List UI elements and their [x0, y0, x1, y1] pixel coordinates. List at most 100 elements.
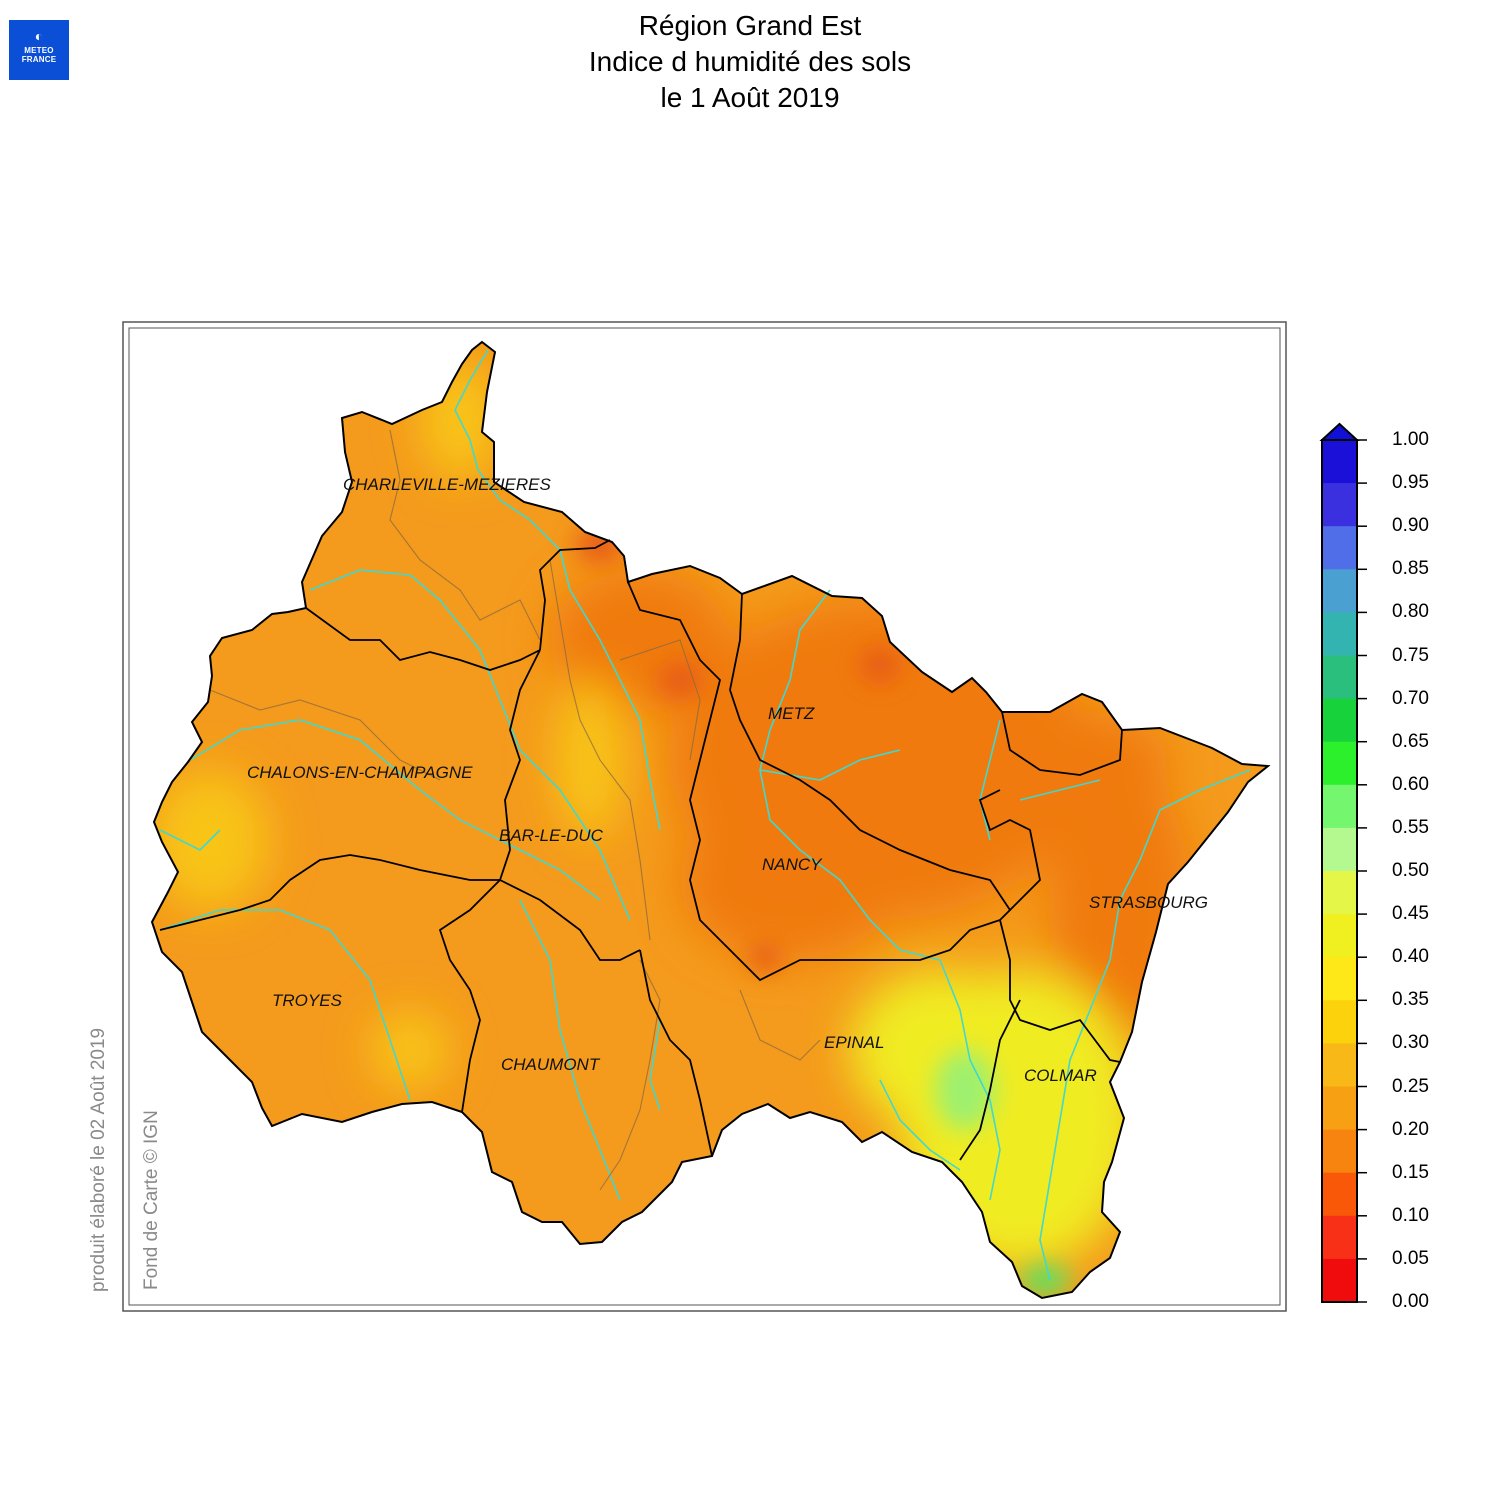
legend-color-swatch: [1322, 1129, 1357, 1174]
meteo-france-logo: ◐ METEO FRANCE: [9, 20, 69, 80]
legend-tick-label: 0.15: [1392, 1161, 1429, 1183]
legend-tick-label: 0.85: [1392, 558, 1429, 580]
legend-color-swatch: [1322, 526, 1357, 570]
border-marne-aube: [159, 854, 500, 931]
city-label: CHAUMONT: [501, 1055, 601, 1074]
city-label: NANCY: [762, 855, 823, 874]
river-aube: [519, 899, 621, 1201]
field-driest-spot: [860, 647, 900, 683]
sub-basin-line: [599, 959, 661, 1191]
city-label: CHALONS-EN-CHAMPAGNE: [247, 763, 473, 782]
map-title: Région Grand Est Indice d humidité des s…: [0, 8, 1500, 116]
city-labels: CHARLEVILLE-MEZIERES METZ CHALONS-EN-CHA…: [247, 475, 1208, 1085]
field-moist-zone: [370, 1010, 450, 1090]
legend-color-swatch: [1322, 1043, 1357, 1087]
city-label: METZ: [768, 704, 815, 723]
border-ardennes-meuse: [539, 539, 611, 651]
legend-color-swatch: [1322, 483, 1357, 527]
title-line-1: Région Grand Est: [638, 10, 862, 41]
legend-color-swatch: [1322, 655, 1357, 700]
sub-basin-line: [389, 429, 541, 641]
title-line-3: le 1 Août 2019: [660, 82, 840, 113]
border-basrhin-hautrhin: [999, 919, 1121, 1063]
border-ardennes-marne: [305, 607, 541, 671]
legend-color-swatch: [1322, 784, 1357, 829]
legend-tick-label: 0.65: [1392, 730, 1429, 752]
legend-tick-label: 0.50: [1392, 860, 1429, 881]
legend-color-swatch: [1322, 1172, 1357, 1217]
river-aisne: [309, 569, 631, 921]
logo-word-2: FRANCE: [21, 55, 57, 64]
legend-over-arrow: [1319, 422, 1360, 441]
field-dry-zone: [950, 710, 1170, 810]
legend-color-swatch: [1322, 1258, 1357, 1303]
legend-tick-label: 0.60: [1392, 773, 1429, 795]
legend-color-swatch: [1322, 914, 1357, 958]
river-tributary: [649, 1019, 661, 1111]
legend-tick-label: 0.80: [1392, 601, 1429, 623]
sub-basin-line: [739, 989, 821, 1061]
river-tributary: [159, 829, 221, 851]
legend-tick-label: 0.00: [1392, 1291, 1429, 1312]
field-moist-zone: [555, 680, 625, 840]
field-wettest-spot: [935, 1050, 995, 1130]
department-borders: [159, 539, 1123, 1161]
legend-color-swatch: [1322, 871, 1357, 915]
sub-basin-line: [549, 559, 651, 941]
river-meuse: [454, 349, 661, 831]
river-seine: [159, 909, 411, 1101]
field-dry-zone: [680, 800, 900, 960]
legend-tick-label: 0.20: [1392, 1118, 1429, 1140]
border-meuse-meurthe: [627, 581, 1001, 982]
legend-color-swatch: [1322, 612, 1357, 656]
title-line-2: Indice d humidité des sols: [588, 46, 912, 77]
river-sarre: [979, 719, 1001, 841]
border-aube-hautemarne: [438, 879, 501, 1113]
border-moselle-meurthe: [729, 593, 1012, 921]
city-label: STRASBOURG: [1089, 893, 1208, 912]
border-marne-meuse: [499, 649, 541, 881]
legend-tick-label: 0.75: [1392, 644, 1429, 666]
city-label: TROYES: [272, 991, 343, 1010]
city-label: COLMAR: [1024, 1066, 1097, 1085]
legend-color-swatch: [1322, 1000, 1357, 1044]
legend-tick-label: 0.30: [1392, 1032, 1429, 1054]
legend-color-swatch: [1322, 1086, 1357, 1131]
legend-colorbar: [1319, 422, 1367, 1303]
border-moselle-basrhin-south: [978, 789, 1041, 911]
region-outline: [150, 340, 1271, 1300]
rivers: [159, 349, 1251, 1281]
legend-tick-label: 0.25: [1392, 1075, 1429, 1097]
legend-tick-label: 0.45: [1392, 903, 1429, 925]
river-ill: [1039, 769, 1251, 1281]
legend-color-swatch: [1322, 741, 1357, 786]
legend-tick-label: 1.00: [1392, 429, 1429, 450]
legend-color-swatch: [1322, 440, 1357, 484]
legend-color-swatch: [1322, 827, 1357, 872]
legend-tick-label: 0.05: [1392, 1247, 1429, 1269]
border-vosges-hautrhin: [959, 999, 1021, 1161]
legend-color-swatch: [1322, 698, 1357, 743]
legend-tick-label: 0.35: [1392, 989, 1429, 1011]
plot-frame-inner: [128, 327, 1281, 1306]
river-tributary: [879, 1079, 961, 1171]
border-moselle-basrhin: [1001, 711, 1123, 776]
sub-basin-line: [209, 689, 441, 781]
legend-color-swatch: [1322, 957, 1357, 1001]
field-wettest-spot: [1020, 1264, 1070, 1296]
border-hautemarne-vosges: [639, 949, 713, 1157]
river-moselle: [759, 589, 1001, 1201]
field-driest-spot: [749, 944, 781, 972]
legend-tick-label: 0.95: [1392, 472, 1429, 494]
legend-tick-label: 0.70: [1392, 687, 1429, 709]
basemap-credit: Fond de Carte © IGN: [141, 1110, 162, 1290]
legend-tick-label: 0.10: [1392, 1204, 1429, 1226]
river-tributary: [1019, 779, 1101, 801]
sub-basin-lines: [209, 429, 821, 1191]
logo-word-1: METEO: [24, 46, 54, 55]
legend-tick-label: 0.90: [1392, 515, 1429, 537]
river-marne: [189, 719, 601, 901]
logo-mark-icon: ◐: [34, 28, 44, 44]
produced-date-note: produit élaboré le 02 Août 2019: [88, 1027, 109, 1292]
